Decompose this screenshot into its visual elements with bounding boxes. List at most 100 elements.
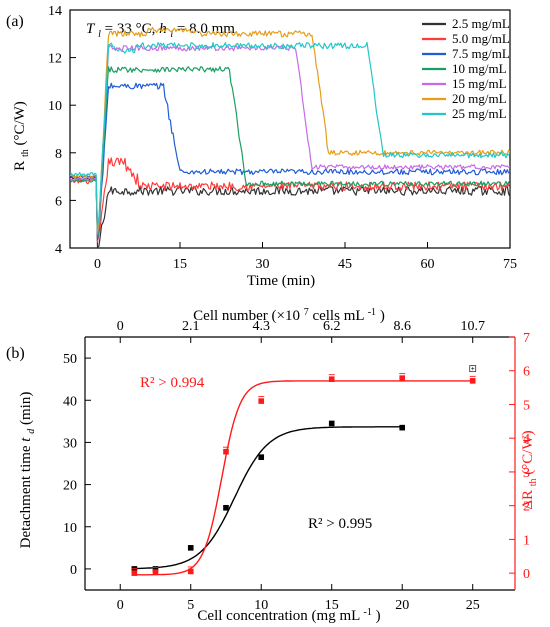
- panel-a-y-axis-label: R th (°C/W): [12, 101, 32, 171]
- panel-b-right-axis-label-subscript: th: [528, 478, 539, 486]
- panel-b-x-tick-label: 20: [395, 598, 409, 613]
- panel-a-y-tick-label: 8: [55, 147, 62, 162]
- panel-a-frame: [69, 9, 511, 249]
- panel-b-right-axis-label-pre: ΔR: [520, 490, 536, 510]
- series-line-2-5-mg-ml: [70, 176, 510, 248]
- series-line-20-mg-ml: [70, 26, 510, 232]
- panel-a-y-axis-label-rest: (°C/W): [12, 101, 28, 145]
- black-r2-label: R² > 0.995: [308, 516, 372, 532]
- legend-label: 2.5 mg/mL: [452, 16, 510, 31]
- panel-b-x-tick-label: 0: [117, 598, 124, 613]
- legend-label: 15 mg/mL: [452, 76, 507, 91]
- panel-b-right-tick-label: 4: [523, 432, 530, 447]
- panel-b-left-axis-label-post: (min): [18, 392, 34, 425]
- panel-a-x-tick-label: 15: [173, 257, 187, 272]
- red-data-point: [131, 570, 138, 576]
- panel-a-x-tick-label: 60: [421, 257, 435, 272]
- panel-a-y-tick-label: 6: [55, 194, 62, 209]
- panel-b-right-tick-label: 6: [523, 365, 530, 380]
- panel-b-top-axis-label-text: Cell number (×10: [193, 308, 300, 324]
- annotation-temp-subscript: l: [98, 29, 101, 40]
- panel-b-chart: (b) Cell number (×10 7 cells mL -1 ) Cel…: [6, 303, 540, 624]
- panel-b-top-axis-label-close: ): [380, 308, 385, 324]
- panel-b-x-tick-label: 10: [254, 598, 268, 613]
- panel-b-x-tick-label: 15: [325, 598, 339, 613]
- panel-b-x-axis-label-sup: -1: [363, 607, 371, 618]
- panel-b-left-axis-label: Detachment time t d (min): [18, 392, 38, 549]
- black-data-point: [258, 454, 265, 460]
- black-data-point: [399, 424, 406, 431]
- series-line-25-mg-ml: [70, 41, 510, 230]
- panel-b-left-axis-label-subscript: d: [26, 428, 37, 434]
- black-fit-curve: [134, 426, 403, 570]
- panel-b-right-axis-label: ΔR th (°C/W): [520, 430, 540, 509]
- panel-a-y-axis-label-base: R: [12, 161, 28, 171]
- panel-a-y-tick-label: 14: [48, 4, 62, 19]
- panel-b-left-axis-label-pre: Detachment time: [18, 442, 34, 549]
- annotation-height-subscript: l: [170, 29, 173, 40]
- panel-b-top-tick-label: 8.6: [393, 319, 411, 334]
- panel-b-right-tick-label: 3: [523, 466, 530, 481]
- panel-b-x-tick-label: 25: [466, 598, 480, 613]
- panel-b-left-tick-label: 30: [63, 436, 77, 451]
- panel-b-left-tick-label: 20: [63, 479, 77, 494]
- series-line-15-mg-ml: [70, 44, 510, 235]
- red-data-point: [399, 375, 406, 381]
- panel-b-top-axis-label-sup1: 7: [304, 307, 309, 318]
- black-data-point: [187, 545, 194, 551]
- panel-b-left-tick-label: 50: [63, 352, 77, 367]
- panel-b-right-tick-label: 5: [523, 398, 530, 413]
- panel-b-x-axis-label: Cell concentration (mg mL -1 ): [197, 603, 380, 624]
- black-data-point: [223, 504, 229, 511]
- legend-label: 7.5 mg/mL: [452, 46, 510, 61]
- panel-b-right-tick-label: 7: [523, 331, 530, 346]
- black-data-point: [152, 566, 159, 572]
- panel-a-x-tick-label: 45: [338, 257, 352, 272]
- panel-a-y-tick-label: 4: [55, 242, 62, 257]
- red-data-point: [187, 568, 194, 575]
- panel-b-top-axis-label: Cell number (×10 7 cells mL -1 ): [193, 303, 385, 324]
- panel-b-right-axis-label-post: (°C/W): [520, 430, 536, 474]
- panel-a-chart: (a) T l = 33 °C, h l = 8.0 mm Time (min)…: [6, 4, 517, 289]
- panel-a-y-tick-label: 10: [48, 99, 62, 114]
- panel-a-x-tick-label: 0: [94, 257, 101, 272]
- series-line-10-mg-ml: [70, 66, 510, 238]
- series-line-5-0-mg-ml: [70, 157, 510, 243]
- legend-label: 25 mg/mL: [452, 106, 507, 121]
- panel-b-right-tick-label: 2: [523, 500, 530, 515]
- legend-label: 20 mg/mL: [452, 91, 507, 106]
- red-data-point: [223, 448, 229, 455]
- panel-a-y-tick-label: 12: [48, 52, 62, 67]
- panel-b-left-tick-label: 10: [63, 521, 77, 536]
- annotation-height-value: = 8.0 mm: [177, 21, 235, 37]
- red-data-point: [258, 398, 265, 404]
- panel-b-top-tick-label: 4.3: [252, 319, 270, 334]
- panel-a-x-axis-label: Time (min): [247, 273, 315, 289]
- series-line-7-5-mg-ml: [70, 82, 510, 240]
- panel-a-x-tick-label: 75: [503, 257, 517, 272]
- panel-b-top-axis-label-sup2: -1: [368, 307, 376, 318]
- red-data-point: [328, 376, 335, 382]
- legend-label: 10 mg/mL: [452, 61, 507, 76]
- panel-b-label: (b): [6, 345, 25, 362]
- red-data-point: [469, 378, 476, 384]
- panel-a-y-axis-label-subscript: th: [20, 149, 31, 157]
- panel-b-x-tick-label: 5: [187, 598, 194, 613]
- panel-b-top-tick-label: 2.1: [182, 319, 200, 334]
- panel-b-left-axis-label-italic: t: [18, 437, 34, 442]
- panel-b-x-axis-label-close: ): [376, 608, 381, 624]
- annotation-temp-symbol: T: [86, 21, 96, 37]
- panel-b-right-tick-label: 1: [523, 533, 530, 548]
- black-data-point: [328, 420, 335, 427]
- panel-b-x-axis-label-text: Cell concentration (mg mL: [197, 608, 360, 624]
- red-fit-curve: [134, 380, 473, 576]
- panel-b-left-tick-label: 40: [63, 394, 77, 409]
- panel-a-x-tick-label: 30: [256, 257, 270, 272]
- panel-b-top-tick-label: 10.7: [460, 319, 485, 334]
- panel-b-top-tick-label: 0: [117, 319, 124, 334]
- panel-b-left-tick-label: 0: [70, 563, 77, 578]
- panel-b-right-tick-label: 0: [523, 567, 530, 582]
- red-r2-label: R² > 0.994: [140, 375, 205, 391]
